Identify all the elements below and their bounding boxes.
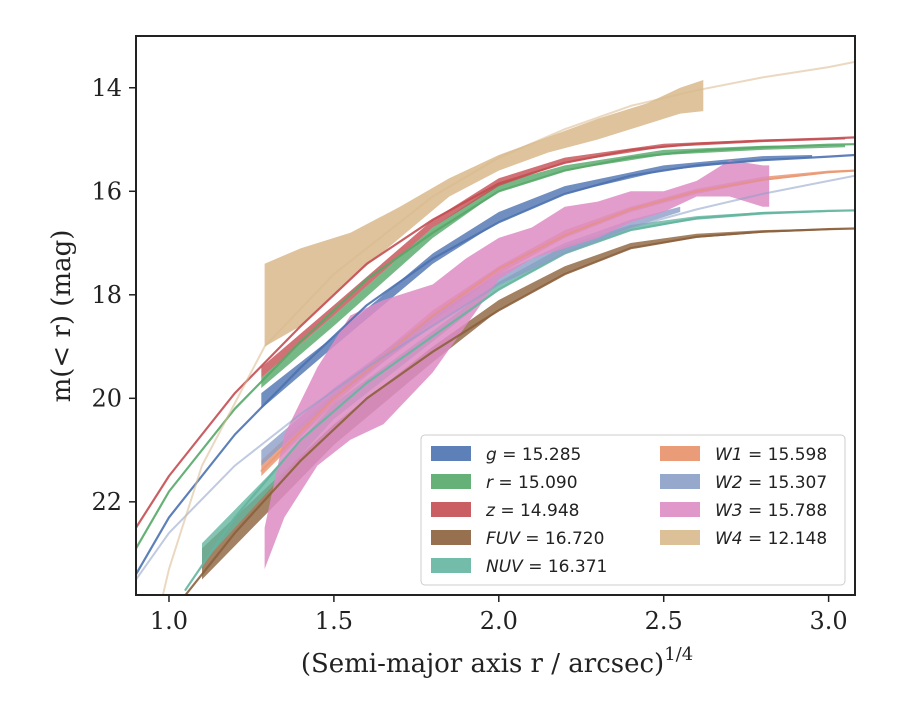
legend-items: g = 15.285 r = 15.090 z = 14.948 FUV = 16.7… — [431, 445, 827, 577]
legend-swatch-r — [431, 474, 471, 489]
legend-swatch-w3 — [660, 502, 700, 517]
legend-label-z: z = 14.948 — [485, 501, 579, 521]
y-tick-label: 22 — [91, 488, 122, 516]
line-r — [136, 143, 855, 550]
y-tick-label: 14 — [91, 74, 122, 102]
x-tick-label: 3.0 — [810, 607, 848, 635]
legend-swatch-z — [431, 502, 471, 517]
legend-label-w1: W1 = 15.598 — [715, 445, 827, 465]
legend-label-w2: W2 = 15.307 — [715, 473, 827, 493]
line-w2 — [136, 174, 855, 581]
legend-label-w4: W4 = 12.148 — [715, 529, 827, 549]
legend-label-g: g = 15.285 — [486, 445, 581, 465]
x-axis-ticks: 1.0 1.5 2.0 2.5 3.0 — [150, 595, 848, 635]
legend-label-r: r = 15.090 — [486, 473, 578, 493]
x-axis-label: (Semi-major axis r / arcsec)1/4 — [301, 644, 693, 679]
legend-swatch-w2 — [660, 474, 700, 489]
band-w4 — [264, 80, 704, 347]
y-axis-ticks: 14 16 18 20 22 — [91, 74, 136, 516]
line-z — [136, 136, 855, 529]
y-tick-label: 18 — [91, 281, 122, 309]
legend-swatch-g — [431, 446, 471, 461]
y-tick-label: 20 — [91, 384, 122, 412]
plot-frame — [135, 35, 856, 596]
x-axis-label-superscript: 1/4 — [664, 644, 693, 665]
y-axis-label: m(< r) (mag) — [47, 230, 77, 403]
y-tick-label: 16 — [91, 177, 122, 205]
band-w3 — [264, 160, 770, 570]
legend-swatch-w1 — [660, 446, 700, 461]
x-tick-label: 2.0 — [480, 607, 518, 635]
line-w4 — [161, 60, 855, 595]
legend: g = 15.285 r = 15.090 z = 14.948 FUV = 16.7… — [420, 434, 846, 586]
legend-swatch-fuv — [431, 530, 471, 545]
line-fuv — [184, 227, 855, 595]
legend-swatch-w4 — [660, 530, 700, 545]
line-nuv — [184, 209, 855, 591]
legend-label-w3: W3 = 15.788 — [715, 501, 827, 521]
line-g — [136, 153, 855, 576]
legend-box — [420, 434, 846, 586]
legend-label-nuv: NUV = 16.371 — [486, 557, 607, 577]
legend-label-fuv: FUV = 16.720 — [486, 529, 604, 549]
x-tick-label: 1.5 — [315, 607, 353, 635]
x-tick-label: 2.5 — [645, 607, 683, 635]
x-axis-label-main: (Semi-major axis r / arcsec) — [301, 649, 664, 679]
curves-layer — [136, 60, 855, 595]
x-tick-label: 1.0 — [150, 607, 188, 635]
legend-swatch-nuv — [431, 558, 471, 573]
